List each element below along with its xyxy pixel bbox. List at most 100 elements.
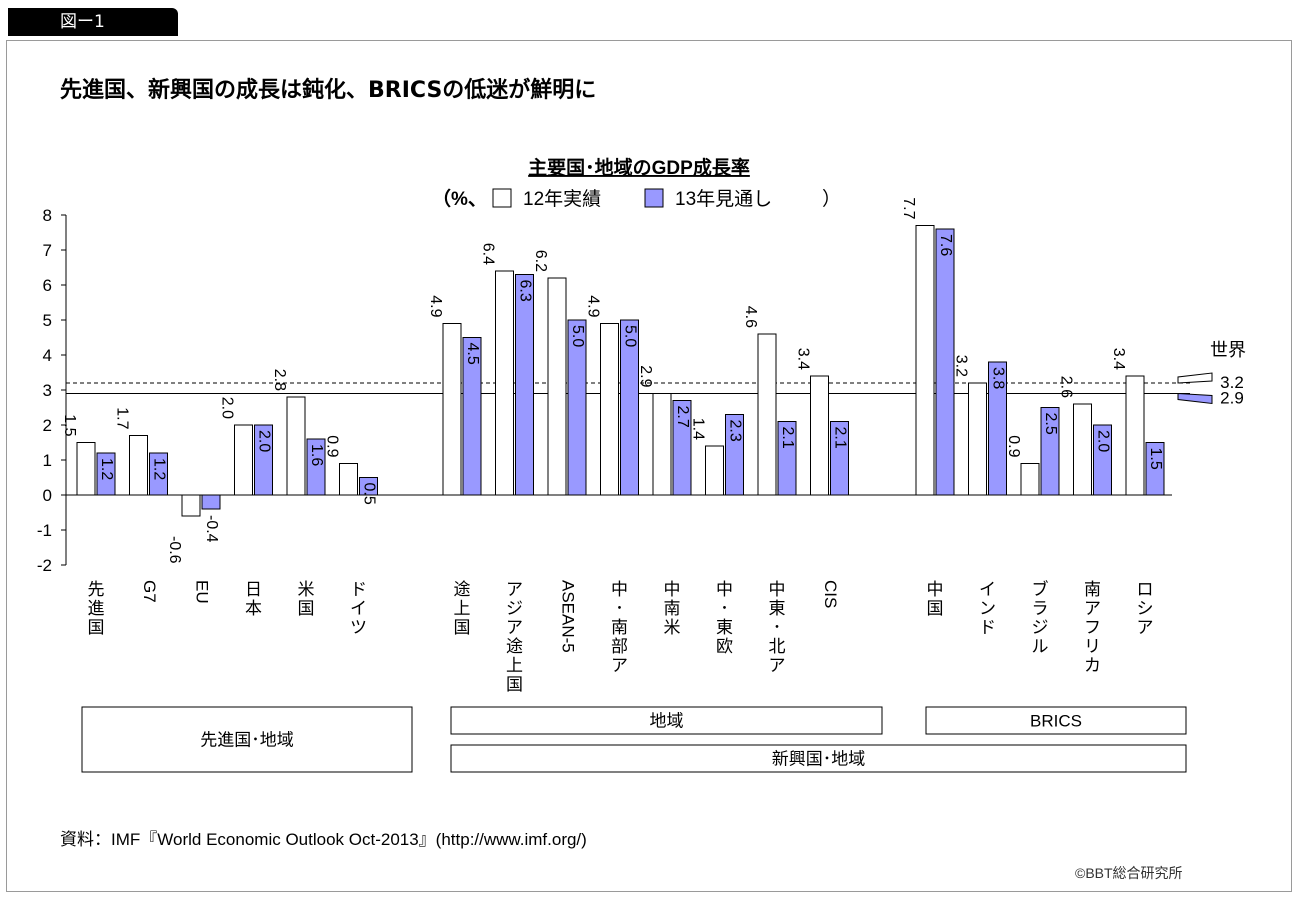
category-label-17-char: ア: [1084, 599, 1101, 618]
value-label-12-10: 2.9: [637, 365, 654, 387]
bar-12-15: [968, 382, 987, 496]
y-tick-label: 4: [43, 346, 52, 365]
value-label-13-1: 1.2: [150, 458, 167, 480]
category-label-12-char: ･: [773, 618, 782, 637]
group-box-2: [925, 706, 1187, 735]
bar-13-14: [935, 228, 955, 496]
figure-frame: [6, 40, 1292, 892]
value-label-13-16: 2.5: [1042, 413, 1059, 435]
bar-12-13: [810, 375, 829, 496]
group-label-2: BRICS: [1030, 712, 1082, 731]
bar-12-10: [652, 393, 672, 496]
category-label-6-char: 国: [454, 618, 471, 637]
value-label-13-17: 2.0: [1094, 430, 1111, 452]
category-label-11-char: 欧: [716, 637, 733, 656]
category-label-13: CIS: [821, 580, 840, 608]
category-label-17-char: カ: [1084, 656, 1101, 675]
legend-prefix: （%、: [432, 187, 487, 210]
category-label-16-char: ジ: [1032, 618, 1049, 637]
group-box-1: [450, 706, 883, 735]
value-label-12-12: 4.6: [742, 306, 759, 328]
y-tick-label: 7: [43, 241, 52, 260]
value-label-13-8: 5.0: [569, 325, 586, 347]
category-label-5-char: ツ: [350, 618, 367, 637]
bar-13-7: [515, 274, 534, 496]
category-label-7-char: ジ: [506, 599, 523, 618]
copyright: ©BBT総合研究所: [1075, 865, 1183, 881]
value-label-13-9: 5.0: [621, 325, 638, 347]
category-label-6-char: 上: [454, 599, 471, 618]
category-label-14-char: 国: [927, 599, 944, 618]
legend-label-12: 12年実績: [523, 188, 601, 210]
bar-12-18: [1125, 375, 1145, 496]
value-label-13-3: 2.0: [255, 430, 272, 452]
category-label-9-char: 南: [611, 618, 628, 637]
category-label-9-char: 部: [611, 637, 628, 656]
legend-label-13: 13年見通し: [675, 188, 772, 210]
group-label-1: 地域: [650, 712, 684, 731]
value-label-13-6: 4.5: [464, 343, 481, 365]
value-label-12-14: 7.7: [900, 197, 917, 219]
legend-suffix: ）: [822, 188, 841, 210]
category-label-12-char: ア: [769, 656, 786, 675]
value-label-13-18: 1.5: [1147, 448, 1164, 470]
bar-12-16: [1020, 463, 1040, 496]
bar-12-4: [286, 396, 306, 496]
value-label-13-10: 2.7: [674, 406, 691, 428]
value-label-13-15: 3.8: [989, 367, 1006, 389]
bar-12-1: [129, 435, 148, 496]
category-label-5-char: ド: [350, 580, 367, 599]
source-note: 資料：IMF『World Economic Outlook Oct-2013』(…: [60, 830, 587, 849]
y-tick-label: 3: [43, 381, 52, 400]
bar-12-12: [757, 333, 777, 496]
category-label-4-char: 米: [298, 580, 315, 599]
category-label-9-char: ･: [615, 599, 624, 618]
bar-12-11: [705, 445, 724, 496]
bar-12-3: [234, 424, 253, 496]
category-label-8: ASEAN-5: [559, 580, 578, 653]
value-label-12-1: 1.7: [113, 407, 130, 429]
group-label-0: 先進国･地域: [200, 731, 294, 750]
category-label-7-char: 上: [506, 656, 523, 675]
category-label-12-char: 中: [769, 580, 786, 599]
category-label-10-char: 南: [664, 599, 681, 618]
category-label-1: G7: [140, 580, 159, 603]
category-label-4-char: 国: [298, 599, 315, 618]
value-label-12-6: 4.9: [427, 295, 444, 317]
value-label-12-7: 6.4: [479, 243, 496, 265]
bar-13-2: [201, 494, 221, 510]
category-label-3-char: 日: [245, 580, 262, 599]
value-label-12-15: 3.2: [952, 355, 969, 377]
bar-12-8: [547, 277, 567, 496]
category-label-16-char: ラ: [1032, 599, 1049, 618]
legend-swatch-13: [644, 188, 664, 208]
category-label-17-char: リ: [1084, 637, 1101, 656]
category-label-16-char: ブ: [1032, 579, 1049, 599]
value-label-12-11: 1.4: [689, 418, 706, 440]
chart-title: 主要国･地域のGDP成長率: [528, 156, 750, 179]
y-tick-label: 6: [43, 276, 52, 295]
group-label-3: 新興国･地域: [772, 750, 866, 769]
category-label-0-char: 進: [88, 599, 105, 618]
world-marker-12: [1177, 372, 1213, 384]
category-label-7-char: 国: [506, 675, 523, 694]
bar-12-5: [339, 463, 358, 496]
value-label-13-11: 2.3: [726, 420, 743, 442]
y-tick-label: 5: [43, 311, 52, 330]
y-tick-label: 2: [43, 416, 52, 435]
group-box-3: [450, 744, 1187, 773]
value-label-12-0: 1.5: [61, 414, 78, 436]
value-label-12-17: 2.6: [1057, 376, 1074, 398]
category-label-5-char: イ: [350, 599, 367, 618]
category-label-7-char: 途: [506, 637, 523, 656]
category-label-18-char: ア: [1137, 618, 1154, 637]
value-label-13-4: 1.6: [308, 444, 325, 466]
value-label-13-0: 1.2: [98, 458, 115, 480]
bar-12-2: [181, 494, 201, 517]
category-label-18-char: シ: [1137, 599, 1154, 618]
world-value-13: 3.2: [1220, 373, 1244, 392]
y-tick-label: -2: [37, 556, 52, 575]
world-marker-13: [1177, 392, 1213, 405]
value-label-13-12: 2.1: [779, 427, 796, 449]
